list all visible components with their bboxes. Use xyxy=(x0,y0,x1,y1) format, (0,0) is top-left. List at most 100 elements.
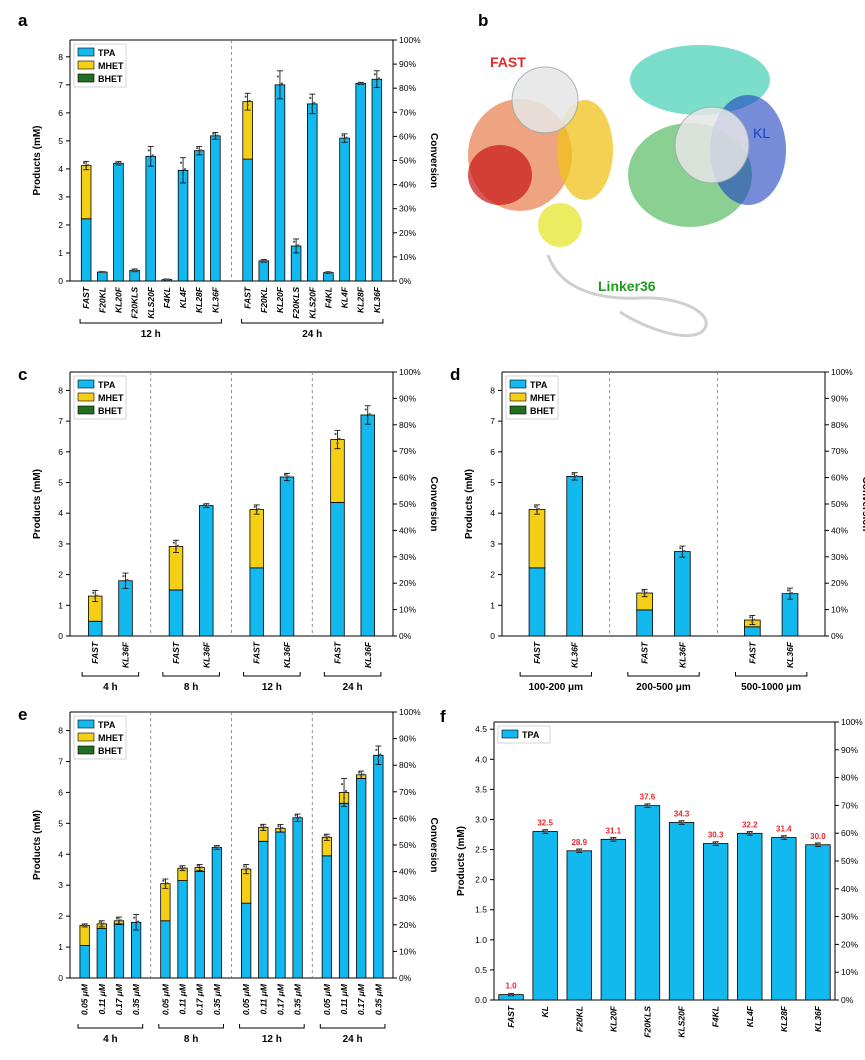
y-axis-title: Products (mM) xyxy=(32,469,43,539)
x-tick-label: 0.35 μM xyxy=(373,983,383,1015)
y-right-tick-label: 80% xyxy=(399,83,416,93)
replicate-point xyxy=(360,775,363,778)
legend-swatch xyxy=(77,392,95,402)
x-tick-label: KLS20F xyxy=(307,286,317,318)
replicate-point xyxy=(99,270,102,273)
panel-label-e: e xyxy=(18,705,27,724)
y-right-tick-label: 20% xyxy=(399,228,416,238)
replicate-point xyxy=(681,552,684,555)
x-tick-label: 0.11 μM xyxy=(339,983,349,1014)
replicate-point xyxy=(137,920,140,923)
y-tick-label: 2 xyxy=(58,570,63,580)
group-label: 12 h xyxy=(262,1034,282,1045)
group-bracket xyxy=(241,319,384,324)
replicate-point xyxy=(714,843,717,846)
x-tick-label: F4KL xyxy=(323,287,333,308)
group-label: 100-200 μm xyxy=(529,682,584,693)
replicate-point xyxy=(814,842,818,845)
replicate-point xyxy=(790,591,794,595)
legend-label: TPA xyxy=(530,380,548,390)
y-right-tick-label: 20% xyxy=(399,578,416,588)
y-tick-label: 1 xyxy=(58,600,63,610)
replicate-point xyxy=(103,270,106,274)
replicate-point xyxy=(83,161,86,165)
replicate-point xyxy=(368,412,371,416)
replicate-point xyxy=(162,879,165,882)
replicate-point xyxy=(716,842,719,845)
panel-label-d: d xyxy=(450,365,460,384)
x-tick-label: FAST xyxy=(81,286,91,309)
replicate-point xyxy=(255,510,258,513)
replicate-point xyxy=(746,831,749,834)
bar-tpa xyxy=(241,902,252,979)
y-tick-label: 6 xyxy=(58,447,63,457)
panel-label-f: f xyxy=(440,707,446,726)
x-tick-label: KL xyxy=(540,1006,550,1017)
data-label: 30.3 xyxy=(708,831,724,840)
y-right-tick-label: 80% xyxy=(399,760,416,770)
replicate-point xyxy=(373,73,376,76)
substrate-surface-fast xyxy=(511,66,579,134)
x-tick-label: FAST xyxy=(243,286,253,309)
replicate-point xyxy=(217,846,220,849)
replicate-point xyxy=(327,271,330,275)
panel-label-c: c xyxy=(18,365,27,384)
y-right-tick-label: 70% xyxy=(399,107,416,117)
replicate-point xyxy=(176,544,180,547)
replicate-point xyxy=(786,589,790,592)
replicate-point xyxy=(287,475,291,478)
bar-tpa xyxy=(210,135,221,282)
x-tick-label: 0.17 μM xyxy=(275,983,285,1015)
data-label: 30.0 xyxy=(810,832,826,841)
x-tick-label: 0.17 μM xyxy=(195,983,205,1015)
group-label: 4 h xyxy=(103,682,117,693)
y-axis-title: Products (mM) xyxy=(464,469,475,539)
legend-swatch xyxy=(77,73,95,83)
legend-label: MHET xyxy=(98,61,124,71)
fast-domain-label: FAST xyxy=(490,54,526,70)
y-tick-label: 4 xyxy=(58,508,63,518)
bar-tpa xyxy=(275,831,286,979)
y-right-tick-label: 10% xyxy=(399,946,416,956)
x-tick-label: 0.35 μM xyxy=(293,983,303,1015)
y-tick-label: 8 xyxy=(58,726,63,736)
y-right-tick-label: 90% xyxy=(831,393,848,403)
replicate-point xyxy=(375,81,378,84)
group-label: 12 h xyxy=(262,682,282,693)
legend-swatch xyxy=(77,47,95,57)
x-tick-label: KL20F xyxy=(275,286,285,313)
group-label: 4 h xyxy=(103,1034,117,1045)
replicate-point xyxy=(342,796,346,800)
y-right-tick-label: 100% xyxy=(399,367,421,377)
replicate-point xyxy=(580,849,583,852)
group-bracket xyxy=(77,1024,144,1029)
x-tick-label: KL28F xyxy=(356,286,366,313)
y-right-tick-label: 50% xyxy=(399,499,416,509)
group-label: 24 h xyxy=(302,329,322,340)
bar-tpa xyxy=(168,589,184,637)
replicate-point xyxy=(165,278,168,281)
replicate-point xyxy=(750,832,753,835)
y-tick-label: 3 xyxy=(58,539,63,549)
x-tick-label: KL36F xyxy=(785,641,795,668)
x-tick-label: KL4F xyxy=(178,286,188,308)
x-tick-label: 0.11 μM xyxy=(258,983,268,1014)
x-tick-label: KLS20F xyxy=(677,1005,687,1037)
replicate-point xyxy=(682,821,685,824)
fast-domain-lime xyxy=(538,203,582,247)
y-right-tick-label: 0% xyxy=(831,631,844,641)
y-right-tick-label: 40% xyxy=(399,180,416,190)
replicate-point xyxy=(126,578,129,582)
y-right-tick-label: 30% xyxy=(841,912,858,922)
y-right-tick-label: 0% xyxy=(399,276,412,286)
data-label: 34.3 xyxy=(674,809,690,818)
y-right-tick-label: 30% xyxy=(399,204,416,214)
y-right-tick-label: 70% xyxy=(399,446,416,456)
bar-tpa xyxy=(88,620,103,637)
bar-tpa xyxy=(292,817,303,979)
replicate-point xyxy=(277,824,280,828)
replicate-point xyxy=(576,848,579,851)
panel-label-b: b xyxy=(478,11,488,30)
bar-tpa xyxy=(118,580,133,637)
bar-tpa xyxy=(338,802,350,979)
